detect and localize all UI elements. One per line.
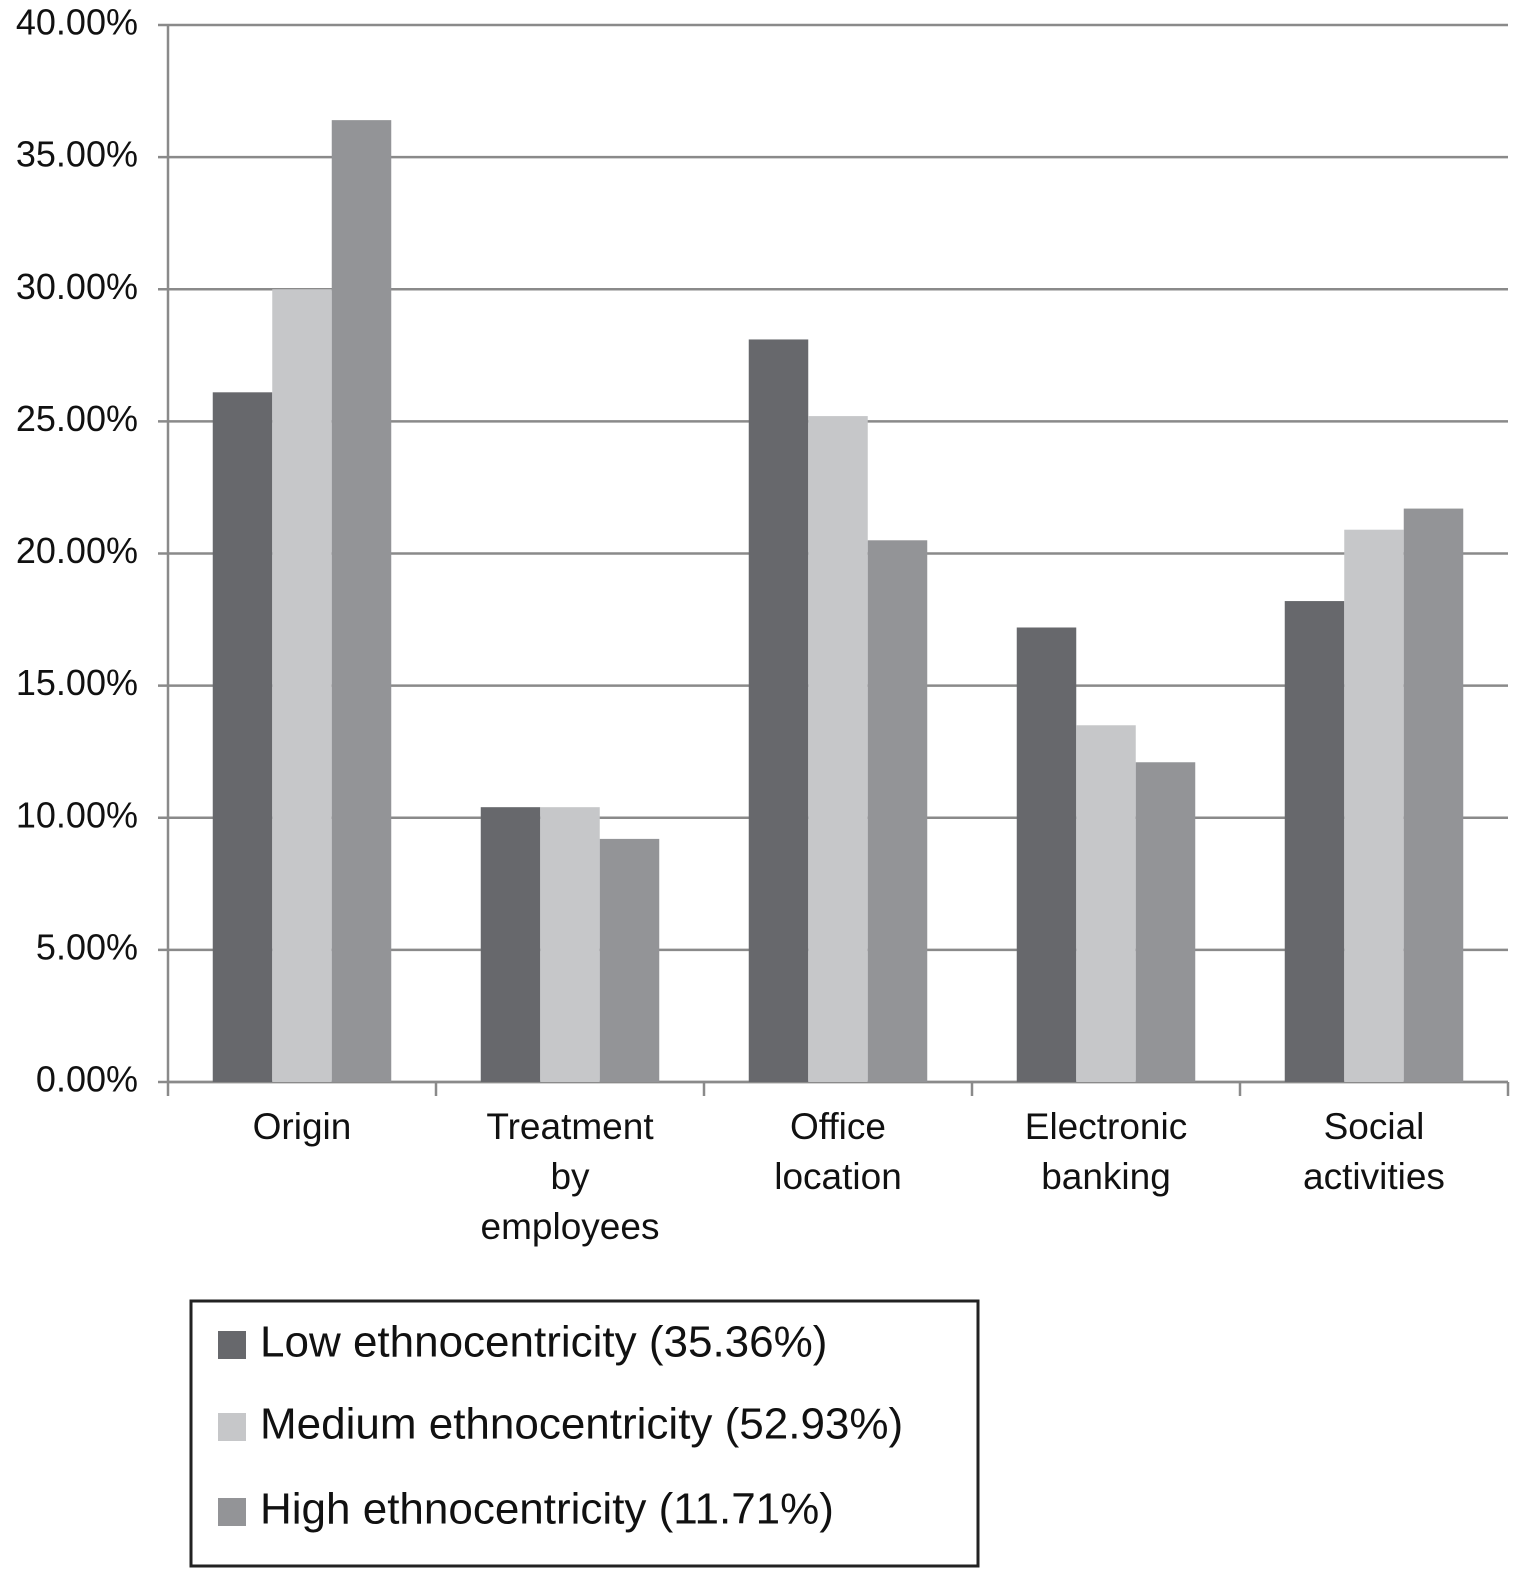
legend-box <box>189 1299 980 1568</box>
x-tick-label: Electronic banking <box>1024 1106 1188 1197</box>
y-tick-label: 40.00% <box>16 2 138 43</box>
legend-swatch <box>218 1413 246 1441</box>
legend-label: Low ethnocentricity (35.36%) <box>260 1318 827 1367</box>
bar <box>480 807 541 1082</box>
bar <box>331 120 392 1082</box>
x-tick-label: Treatment by employees <box>480 1106 660 1247</box>
bar <box>808 416 868 1083</box>
bar <box>272 289 332 1082</box>
bar <box>540 807 600 1082</box>
bar <box>1135 762 1196 1082</box>
y-tick-label: 5.00% <box>36 926 138 967</box>
bar <box>1284 601 1345 1082</box>
bar <box>1016 627 1077 1082</box>
y-tick-label: 35.00% <box>16 134 138 175</box>
legend-swatch <box>218 1331 246 1359</box>
bar <box>1344 529 1404 1082</box>
bar <box>748 339 809 1082</box>
x-tick-label: Origin <box>252 1106 352 1147</box>
y-tick-label: 30.00% <box>16 266 138 307</box>
y-tick-label: 0.00% <box>36 1059 138 1100</box>
bar <box>867 540 928 1082</box>
x-tick-label: Office location <box>774 1106 902 1197</box>
bar <box>212 392 273 1082</box>
y-tick-label: 15.00% <box>16 662 138 703</box>
bar <box>599 838 660 1082</box>
y-tick-label: 25.00% <box>16 398 138 439</box>
legend-label: High ethnocentricity (11.71%) <box>260 1485 834 1534</box>
y-tick-label: 10.00% <box>16 794 138 835</box>
legend-swatch <box>218 1498 246 1526</box>
bar <box>1076 725 1136 1082</box>
bar <box>1403 508 1464 1082</box>
y-tick-label: 20.00% <box>16 530 138 571</box>
x-tick-label: Social activities <box>1303 1106 1445 1197</box>
legend-label: Medium ethnocentricity (52.93%) <box>260 1400 903 1449</box>
